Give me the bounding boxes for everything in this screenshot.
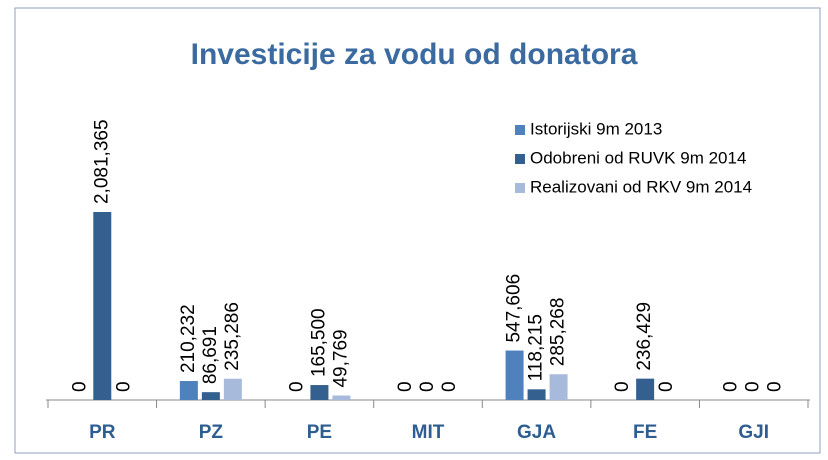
- value-label: 0: [417, 381, 438, 392]
- x-tick-label: GJI: [738, 422, 769, 443]
- value-label: 236,429: [634, 302, 655, 371]
- value-label: 2,081,365: [91, 119, 112, 204]
- bar: [179, 381, 198, 400]
- value-label: 547,606: [504, 274, 525, 343]
- value-label: 0: [765, 381, 786, 392]
- value-label: 0: [395, 381, 416, 392]
- value-label: 86,691: [200, 326, 221, 384]
- legend-label: Realizovani od RKV 9m 2014: [530, 177, 752, 196]
- value-label: 0: [656, 381, 677, 392]
- value-label: 0: [69, 381, 90, 392]
- value-label: 0: [286, 381, 307, 392]
- chart-title: Investicije za vodu od donatora: [191, 38, 638, 71]
- x-tick-label: PZ: [199, 422, 224, 443]
- legend-swatch: [515, 125, 525, 135]
- chart-frame: [14, 7, 821, 454]
- bar: [310, 385, 329, 400]
- legend-swatch: [515, 154, 525, 164]
- bar: [505, 350, 524, 400]
- bar: [527, 389, 546, 400]
- value-label: 235,286: [222, 302, 243, 371]
- value-label: 210,232: [178, 304, 199, 373]
- legend-label: Odobreni od RUVK 9m 2014: [530, 148, 746, 167]
- value-label: 0: [743, 381, 764, 392]
- value-label: 0: [439, 381, 460, 392]
- value-label: 0: [612, 381, 633, 392]
- bar: [201, 392, 220, 400]
- x-tick-label: MIT: [412, 422, 445, 443]
- legend-swatch: [515, 183, 525, 193]
- bar: [332, 395, 351, 400]
- x-tick-label: PE: [307, 422, 332, 443]
- bar: [549, 374, 568, 400]
- value-label: 285,268: [548, 298, 569, 367]
- value-label: 49,769: [330, 329, 351, 387]
- value-label: 0: [721, 381, 742, 392]
- value-label: 165,500: [308, 308, 329, 377]
- bar: [636, 378, 655, 400]
- legend-label: Istorijski 9m 2013: [530, 119, 662, 138]
- x-tick-label: GJA: [517, 422, 556, 443]
- value-label: 118,215: [526, 314, 547, 381]
- bar: [223, 378, 242, 400]
- x-tick-label: PR: [89, 422, 116, 443]
- x-tick-label: FE: [633, 422, 657, 443]
- bar: [93, 212, 112, 400]
- value-label: 0: [113, 381, 134, 392]
